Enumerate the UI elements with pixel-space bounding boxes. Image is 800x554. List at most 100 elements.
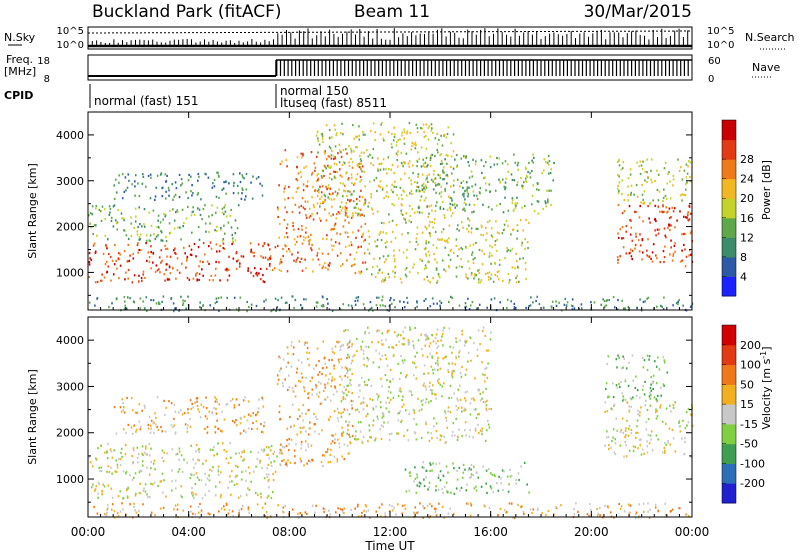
velocity-bin <box>461 406 463 409</box>
velocity-bin <box>412 361 414 364</box>
power-bin <box>239 172 241 175</box>
power-bin <box>361 170 363 173</box>
velocity-bin <box>650 389 653 392</box>
power-bin <box>221 188 223 191</box>
velocity-bin <box>427 401 430 404</box>
power-bin <box>352 183 355 186</box>
power-bin <box>662 205 664 208</box>
velocity-bin <box>381 416 384 419</box>
power-bin <box>438 276 441 279</box>
velocity-bin <box>372 419 375 422</box>
power-bin <box>525 277 527 281</box>
velocity-bin <box>329 372 331 375</box>
power-bin <box>159 271 161 274</box>
power-bin <box>359 208 362 211</box>
power-bin <box>604 305 606 308</box>
velocity-bin <box>486 376 489 380</box>
power-bin <box>670 216 672 219</box>
velocity-bin <box>441 395 443 398</box>
power-bin <box>190 175 192 178</box>
power-bin <box>639 298 641 301</box>
power-bin <box>331 248 334 251</box>
power-bin <box>507 248 510 252</box>
velocity-bin <box>173 508 175 511</box>
velocity-colorbar-tick-label: -100 <box>740 457 765 470</box>
power-bin <box>301 228 303 231</box>
velocity-bin <box>522 510 525 513</box>
power-bin <box>428 232 431 235</box>
power-bin <box>531 170 533 173</box>
power-bin <box>131 183 133 186</box>
power-bin <box>460 181 463 184</box>
velocity-bin <box>449 411 452 414</box>
power-bin <box>670 224 672 227</box>
velocity-bin <box>297 516 300 520</box>
power-bin <box>689 305 692 308</box>
velocity-bin <box>478 388 481 391</box>
velocity-bin <box>343 507 345 510</box>
velocity-bin <box>634 446 637 449</box>
velocity-bin <box>263 448 265 451</box>
velocity-bin <box>313 412 315 415</box>
power-bin <box>319 202 322 205</box>
velocity-bin <box>632 449 635 452</box>
power-bin <box>362 133 365 136</box>
power-bin <box>211 214 213 217</box>
power-bin <box>302 235 305 238</box>
power-bin <box>344 214 347 217</box>
power-bin <box>331 149 333 152</box>
power-bin <box>506 298 509 301</box>
power-bin <box>197 179 199 182</box>
velocity-bin <box>458 351 460 354</box>
power-bin <box>335 217 337 220</box>
velocity-bin <box>238 509 240 512</box>
power-bin <box>446 173 448 177</box>
freq-label-line2: [MHz] <box>4 65 36 78</box>
cpid-label: CPID <box>4 89 33 102</box>
power-bin <box>305 185 307 188</box>
velocity-bin <box>443 516 445 519</box>
power-bin <box>181 208 184 211</box>
power-bin <box>121 173 124 176</box>
power-bin <box>405 212 408 215</box>
velocity-bin <box>340 344 343 347</box>
power-bin <box>353 258 356 261</box>
power-bin <box>448 237 450 240</box>
power-bin <box>468 308 471 311</box>
power-bin <box>294 203 297 206</box>
velocity-bin <box>215 398 218 401</box>
power-ytick-label: 1000 <box>56 266 84 279</box>
power-bin <box>206 260 209 263</box>
velocity-bin <box>348 452 351 455</box>
velocity-bin <box>351 435 354 438</box>
power-bin <box>474 273 476 276</box>
velocity-bin <box>378 352 381 355</box>
power-bin <box>135 215 137 218</box>
power-bin <box>282 255 284 258</box>
power-bin <box>639 244 642 247</box>
velocity-bin <box>346 384 348 387</box>
power-bin <box>305 165 307 168</box>
power-bin <box>481 171 483 174</box>
velocity-bin <box>305 440 307 443</box>
power-bin <box>629 219 631 222</box>
power-bin <box>419 258 421 261</box>
power-bin <box>371 156 374 159</box>
velocity-bin <box>413 511 415 514</box>
power-bin <box>442 178 444 181</box>
power-bin <box>381 299 383 302</box>
velocity-bin <box>481 361 483 364</box>
power-bin <box>485 239 487 242</box>
velocity-bin <box>473 465 475 468</box>
power-bin <box>416 127 419 130</box>
power-bin <box>350 244 353 247</box>
power-bin <box>501 162 504 165</box>
velocity-bin <box>333 367 335 370</box>
power-bin <box>425 266 427 269</box>
velocity-bin <box>679 430 682 433</box>
velocity-bin <box>336 458 339 461</box>
velocity-bin <box>408 489 411 492</box>
power-bin <box>646 158 648 161</box>
velocity-bin <box>291 387 294 390</box>
power-bin <box>330 165 332 168</box>
